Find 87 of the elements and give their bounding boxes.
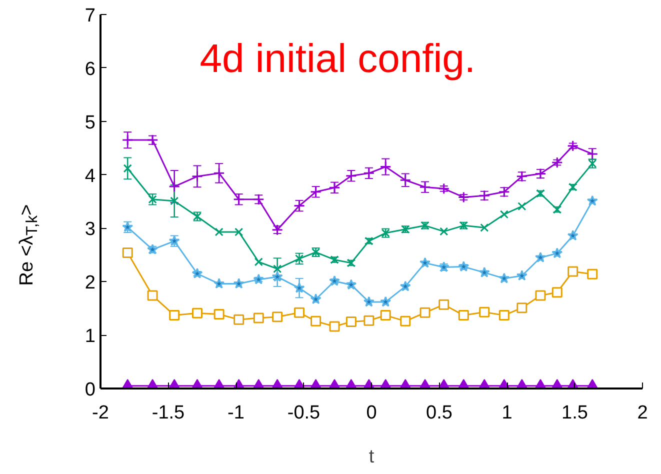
- y-tick-label: 5: [84, 112, 96, 134]
- point: [587, 268, 598, 280]
- point: [310, 316, 322, 326]
- point: [294, 282, 305, 293]
- x-tick-label: 2: [637, 402, 648, 424]
- point: [498, 310, 510, 321]
- point: [568, 266, 578, 277]
- point: [213, 167, 225, 179]
- point: [551, 156, 563, 168]
- point: [534, 252, 546, 262]
- y-tick-label: 1: [84, 326, 96, 348]
- point: [123, 164, 132, 173]
- y-tick-label: 7: [84, 6, 96, 26]
- point: [253, 312, 264, 324]
- point: [567, 140, 579, 152]
- point: [272, 271, 283, 282]
- point: [214, 308, 224, 320]
- point: [380, 310, 391, 321]
- point: [498, 272, 510, 284]
- x-tick-label: -2: [92, 402, 109, 424]
- point: [440, 227, 448, 236]
- point: [214, 278, 225, 289]
- point: [380, 161, 392, 173]
- y-tick-label: 0: [84, 380, 96, 400]
- point: [438, 299, 450, 310]
- y-tick-label: 4: [84, 166, 96, 187]
- point: [438, 182, 450, 194]
- point: [586, 195, 598, 206]
- point: [310, 294, 322, 304]
- point: [364, 315, 374, 326]
- point: [458, 310, 469, 321]
- point: [294, 254, 304, 263]
- point: [535, 290, 546, 301]
- point: [214, 228, 224, 236]
- point: [552, 248, 563, 258]
- point: [147, 290, 158, 301]
- x-tick-label: -0.5: [287, 402, 320, 424]
- y-tick-label: 2: [84, 272, 96, 294]
- text: 4d initial config.: [200, 36, 476, 81]
- point: [170, 196, 179, 206]
- point: [420, 257, 431, 268]
- point: [329, 275, 340, 286]
- point: [191, 170, 203, 182]
- point: [518, 202, 526, 211]
- point: [479, 306, 490, 318]
- point: [294, 307, 305, 318]
- point: [233, 278, 244, 289]
- point: [329, 321, 340, 332]
- point: [458, 191, 470, 203]
- point: [122, 134, 134, 146]
- point: [234, 314, 244, 325]
- point: [480, 223, 489, 232]
- point: [438, 261, 450, 272]
- x-tick-label: 1.5: [562, 402, 588, 424]
- y-tick-label: 6: [84, 58, 96, 80]
- point: [478, 266, 490, 278]
- point: [253, 274, 264, 284]
- point: [168, 180, 180, 192]
- point: [346, 279, 357, 290]
- point: [192, 268, 203, 278]
- y-tick-label: 3: [84, 219, 96, 240]
- point: [346, 316, 356, 327]
- point: [516, 270, 528, 281]
- point: [363, 296, 374, 307]
- point: [458, 260, 470, 272]
- point: [254, 258, 263, 266]
- point: [400, 280, 411, 292]
- x-tick-label: -1: [228, 402, 244, 424]
- x-tick-label: -1.5: [152, 402, 185, 424]
- point: [273, 264, 282, 274]
- point: [122, 248, 133, 258]
- point: [500, 210, 508, 219]
- x-axis-title: t: [368, 446, 375, 468]
- point: [552, 287, 562, 298]
- point: [192, 308, 202, 318]
- point: [169, 310, 180, 321]
- point: [400, 316, 411, 326]
- point: [380, 296, 392, 307]
- point: [272, 312, 283, 322]
- point: [516, 302, 528, 314]
- point: [148, 195, 157, 204]
- point: [420, 307, 430, 318]
- x-tick-label: 0: [366, 402, 377, 424]
- x-tick-label: 0.5: [426, 402, 452, 424]
- x-tick-label: 1: [502, 402, 512, 424]
- point: [567, 230, 578, 240]
- point: [234, 228, 244, 236]
